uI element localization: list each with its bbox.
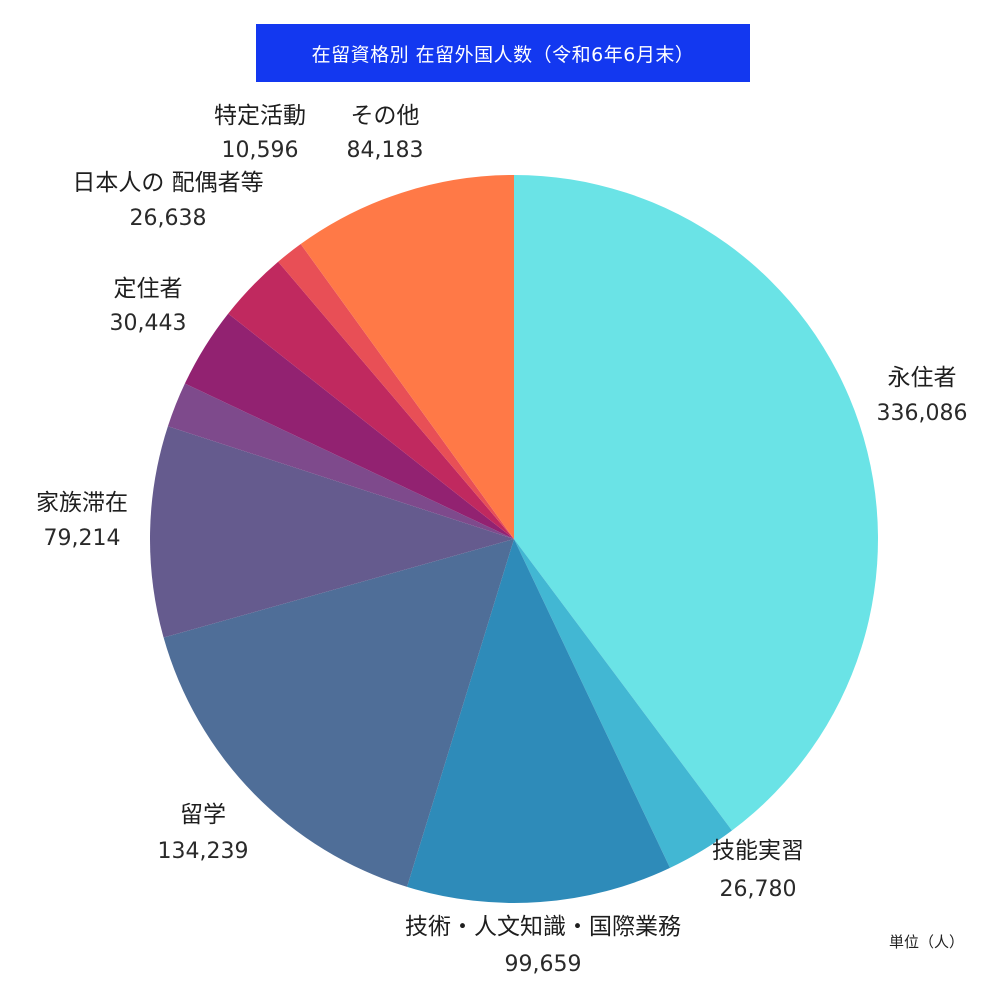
pie-slice bbox=[407, 539, 670, 904]
chart-title: 在留資格別 在留外国人数（令和6年6月末） bbox=[256, 24, 750, 82]
slice-value-label: 84,183 bbox=[347, 138, 424, 163]
unit-note: 単位（人） bbox=[888, 933, 964, 951]
slice-label: 家族滞在 bbox=[36, 490, 128, 516]
pie-slice bbox=[300, 175, 514, 539]
slice-value-label: 26,638 bbox=[130, 206, 207, 231]
slice-value-label: 134,239 bbox=[158, 839, 249, 864]
pie-slice bbox=[167, 383, 514, 539]
slice-label: 特定活動 bbox=[214, 103, 306, 129]
pie-slice bbox=[514, 175, 878, 831]
slice-value-label: 99,659 bbox=[505, 952, 582, 977]
slice-label: 日本人の 配偶者等 bbox=[72, 170, 263, 196]
slice-value-label: 336,086 bbox=[877, 401, 968, 426]
slice-label: 技術・人文知識・国際業務 bbox=[405, 914, 681, 940]
slice-label: 定住者 bbox=[114, 276, 183, 302]
slice-value-label: 79,214 bbox=[44, 526, 121, 551]
pie-slice bbox=[514, 539, 732, 868]
slice-label: 技能実習 bbox=[712, 838, 804, 864]
pie-slice bbox=[228, 261, 514, 539]
slice-label: 留学 bbox=[180, 802, 226, 828]
pie-slice bbox=[278, 244, 514, 540]
pie-labels: 永住者 336,086 技能実習 26,780 技術・人文知識・国際業務 99,659 留学… bbox=[36, 103, 967, 977]
slice-value-label: 26,780 bbox=[720, 877, 797, 902]
pie-slice bbox=[163, 539, 514, 887]
slice-value-label: 10,596 bbox=[222, 138, 299, 163]
slice-label: 永住者 bbox=[888, 365, 957, 391]
pie-slice bbox=[184, 313, 514, 539]
slice-value-label: 30,443 bbox=[110, 311, 187, 336]
slice-label: その他 bbox=[351, 103, 420, 129]
pie-slice bbox=[149, 426, 514, 638]
pie-slices bbox=[149, 175, 878, 904]
